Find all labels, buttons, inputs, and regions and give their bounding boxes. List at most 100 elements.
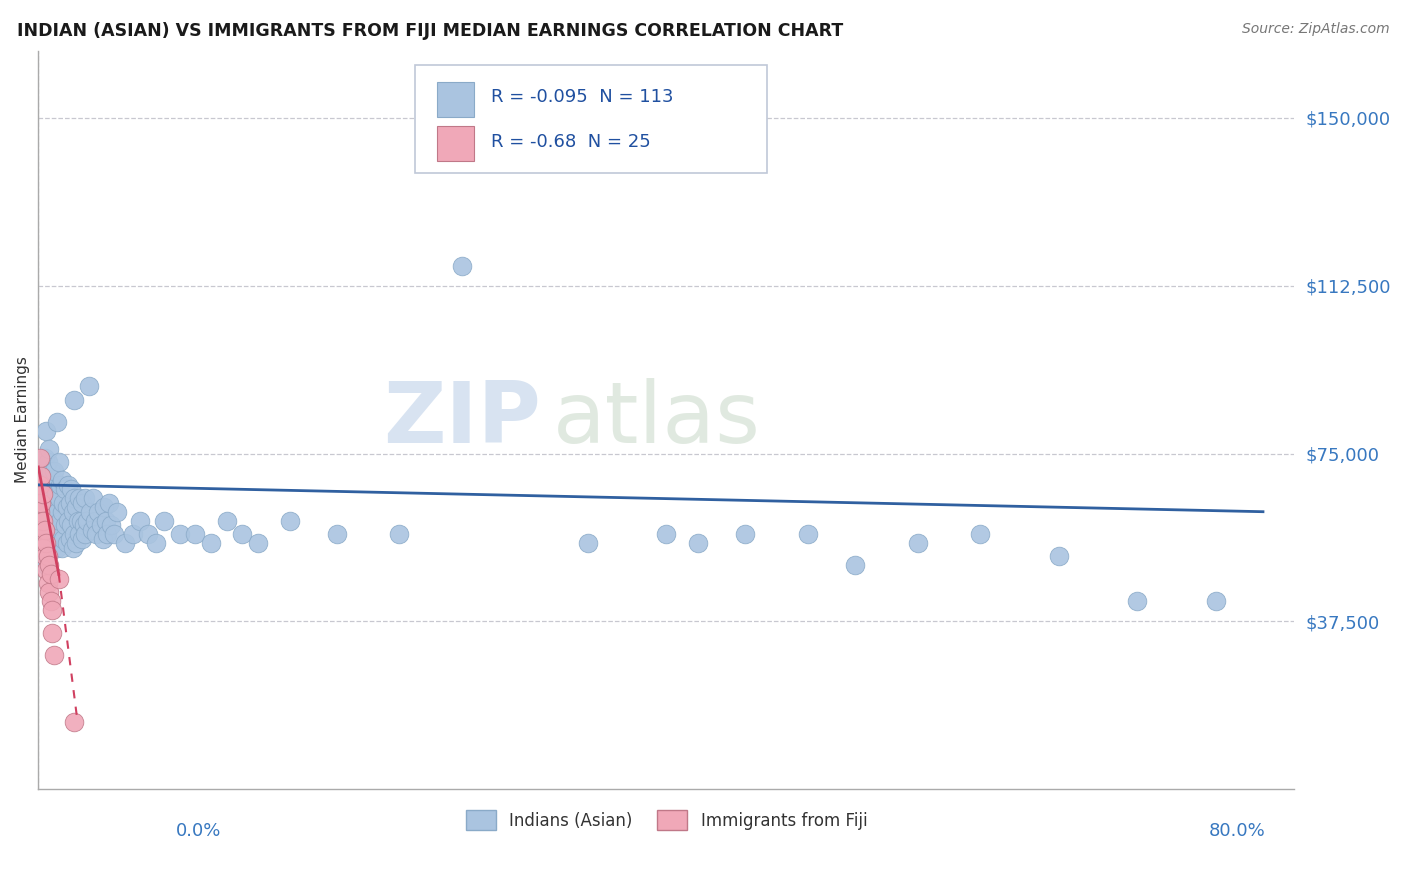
Point <box>30 469 52 483</box>
Point <box>63 527 86 541</box>
Point <box>28 450 51 465</box>
Point <box>969 527 991 541</box>
Point <box>80 523 103 537</box>
Point <box>325 527 347 541</box>
Point <box>65 500 87 515</box>
Point <box>278 514 301 528</box>
Point <box>66 514 89 528</box>
Point <box>129 514 152 528</box>
Point <box>100 518 122 533</box>
Point <box>76 514 98 528</box>
Point <box>45 487 67 501</box>
Point <box>62 541 84 555</box>
Point <box>39 567 62 582</box>
Point <box>75 491 97 506</box>
Point <box>1126 594 1149 608</box>
Point <box>39 465 62 479</box>
Point <box>63 392 86 407</box>
Point <box>45 518 67 533</box>
Point <box>32 469 55 483</box>
Point <box>39 527 62 541</box>
Point <box>32 541 55 555</box>
Point <box>46 541 69 555</box>
Point <box>34 523 56 537</box>
Point <box>37 576 59 591</box>
Point <box>90 518 112 533</box>
Point <box>52 532 75 546</box>
Point <box>34 514 56 528</box>
Point <box>94 514 117 528</box>
Point <box>98 496 121 510</box>
Point <box>72 496 94 510</box>
Point <box>247 536 270 550</box>
Point <box>38 536 60 550</box>
Point <box>52 496 75 510</box>
Point <box>53 483 76 497</box>
Point <box>39 496 62 510</box>
Point <box>121 527 143 541</box>
Point <box>907 536 929 550</box>
Point <box>42 648 65 662</box>
Point <box>796 527 818 541</box>
Point <box>844 558 866 573</box>
Point <box>63 491 86 506</box>
Point <box>38 505 60 519</box>
Point <box>513 79 536 94</box>
Point <box>41 625 63 640</box>
Point <box>59 532 82 546</box>
Point <box>37 545 59 559</box>
Text: R = -0.68  N = 25: R = -0.68 N = 25 <box>491 133 650 151</box>
Point <box>35 527 58 541</box>
Point <box>37 523 59 537</box>
Point <box>51 505 73 519</box>
Point <box>30 487 52 501</box>
Point <box>42 465 65 479</box>
Point <box>34 478 56 492</box>
Point <box>114 536 136 550</box>
Point <box>215 514 238 528</box>
Point <box>28 505 51 519</box>
Point <box>1047 549 1070 564</box>
Point <box>79 505 101 519</box>
Point <box>39 594 62 608</box>
Point <box>28 478 51 492</box>
Point <box>42 532 65 546</box>
Point <box>42 500 65 515</box>
Point <box>56 514 79 528</box>
Point <box>145 536 167 550</box>
Point <box>62 505 84 519</box>
FancyBboxPatch shape <box>415 65 766 172</box>
Point <box>231 527 253 541</box>
Point <box>34 450 56 465</box>
Point <box>67 491 90 506</box>
Point <box>37 549 59 564</box>
Text: ZIP: ZIP <box>382 378 541 461</box>
Legend: Indians (Asian), Immigrants from Fiji: Indians (Asian), Immigrants from Fiji <box>458 804 875 837</box>
Point <box>51 474 73 488</box>
Point <box>184 527 207 541</box>
Point <box>34 549 56 564</box>
Point <box>32 514 55 528</box>
Point <box>734 527 756 541</box>
Point <box>82 491 104 506</box>
Point <box>451 259 474 273</box>
Point <box>30 523 52 537</box>
Point <box>48 527 70 541</box>
Bar <box>436 126 474 161</box>
Point <box>49 514 72 528</box>
Point <box>37 491 59 506</box>
Point <box>32 505 55 519</box>
Point <box>35 536 58 550</box>
Text: INDIAN (ASIAN) VS IMMIGRANTS FROM FIJI MEDIAN EARNINGS CORRELATION CHART: INDIAN (ASIAN) VS IMMIGRANTS FROM FIJI M… <box>17 22 844 40</box>
Point <box>96 527 118 541</box>
Point <box>73 518 96 533</box>
Point <box>60 483 83 497</box>
Point <box>48 572 70 586</box>
Point <box>35 459 58 474</box>
Point <box>169 527 191 541</box>
Point <box>48 455 70 469</box>
Point <box>41 541 63 555</box>
Point <box>30 523 52 537</box>
Point <box>38 442 60 456</box>
Point <box>35 424 58 438</box>
